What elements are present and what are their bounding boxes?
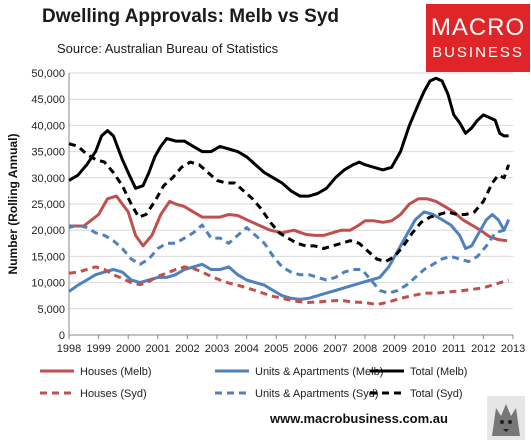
series-line-2 — [68, 76, 509, 198]
footer-url[interactable]: www.macrobusiness.com.au — [270, 411, 448, 426]
x-tick-label: 2003 — [205, 343, 229, 355]
x-tick-label: 2013 — [501, 343, 525, 355]
chart-subtitle: Source: Australian Bureau of Statistics — [57, 41, 279, 56]
x-tick-label: 2001 — [146, 343, 170, 355]
y-tick-label: 0 — [59, 330, 65, 342]
logo-line-1: MACRO — [430, 14, 526, 41]
series-line-3 — [68, 265, 510, 307]
legend-label-4: Units & Apartments (Syd) — [255, 388, 379, 400]
wolf-logo-icon — [487, 396, 525, 440]
chart-title: Dwelling Approvals: Melb vs Syd — [42, 6, 340, 27]
y-axis-label: Number (Rolling Annual) — [6, 134, 20, 275]
x-tick-label: 2000 — [116, 343, 140, 355]
series-line-5 — [68, 142, 511, 264]
x-tick-label: 1998 — [57, 343, 81, 355]
logo-line-2: BUSINESS — [432, 44, 524, 61]
x-tick-label: 2012 — [471, 343, 495, 355]
y-tick-label: 5,000 — [37, 304, 65, 316]
x-tick-label: 2011 — [442, 343, 466, 355]
x-tick-label: 2004 — [234, 343, 258, 355]
macrobusiness-logo: MACRO BUSINESS — [426, 4, 530, 72]
y-tick-label: 10,000 — [31, 278, 65, 290]
y-tick-label: 25,000 — [31, 199, 65, 211]
x-tick-label: 2008 — [353, 343, 377, 355]
y-tick-label: 35,000 — [31, 147, 65, 159]
y-tick-label: 40,000 — [31, 120, 65, 132]
y-tick-label: 30,000 — [31, 173, 65, 185]
x-tick-label: 2007 — [323, 343, 347, 355]
y-tick-label: 50,000 — [31, 68, 65, 80]
y-tick-label: 20,000 — [31, 225, 65, 237]
x-tick-label: 2010 — [412, 343, 436, 355]
x-tick-label: 2006 — [294, 343, 318, 355]
x-tick-label: 2002 — [175, 343, 199, 355]
y-tick-label: 15,000 — [31, 251, 65, 263]
legend-label-0: Houses (Melb) — [80, 366, 152, 378]
x-tick-label: 1999 — [86, 343, 110, 355]
series-line-1 — [68, 210, 510, 301]
y-tick-label: 45,000 — [31, 94, 65, 106]
legend-label-3: Houses (Syd) — [80, 388, 147, 400]
legend-label-5: Total (Syd) — [410, 388, 463, 400]
series-line-4 — [68, 219, 510, 295]
legend-label-1: Units & Apartments (Melb) — [255, 366, 383, 378]
series-line-0 — [69, 194, 508, 248]
legend-label-2: Total (Melb) — [410, 366, 467, 378]
x-tick-label: 2005 — [264, 343, 288, 355]
x-tick-label: 2009 — [382, 343, 406, 355]
